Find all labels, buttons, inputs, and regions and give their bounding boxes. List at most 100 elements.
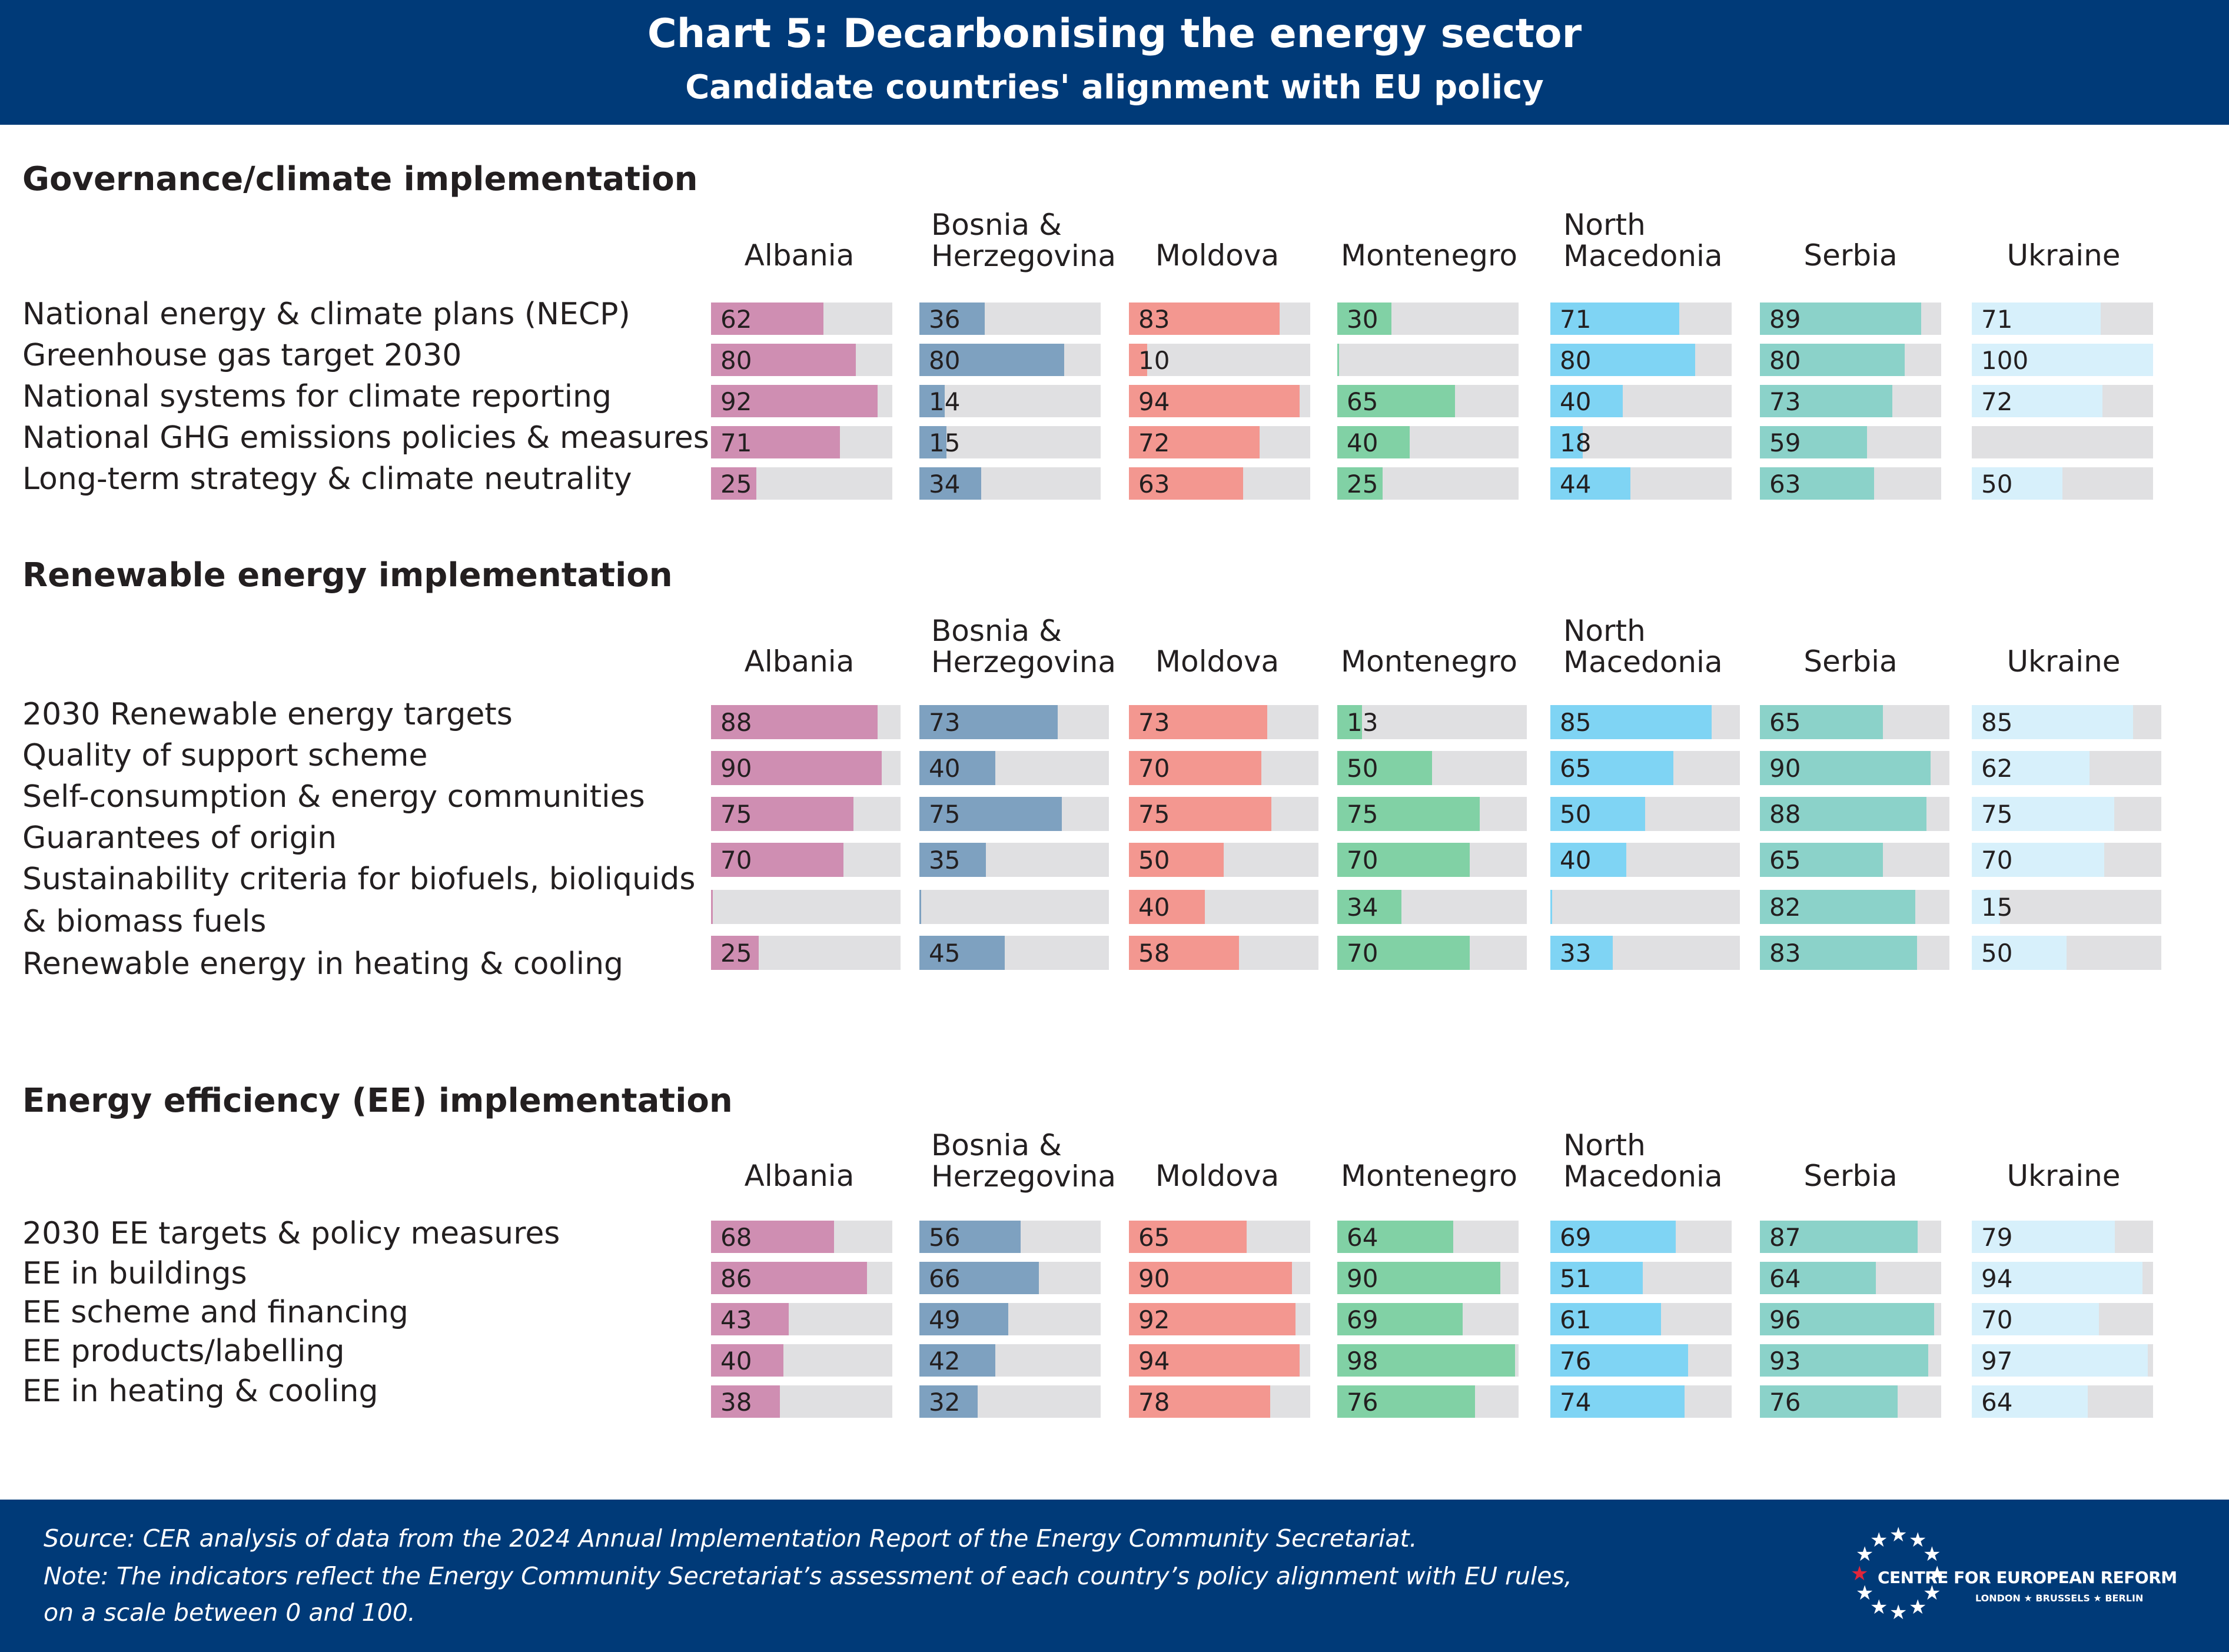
bar-fill — [919, 936, 1005, 970]
bar-fill — [919, 1385, 978, 1418]
star-icon: ★ — [1870, 1528, 1888, 1552]
bar-fill — [711, 797, 853, 831]
country-header-line: North — [1563, 614, 1646, 648]
country-header-line: North — [1563, 208, 1646, 242]
bar-fill — [1972, 1344, 2148, 1377]
country-header: Ukraine — [1946, 646, 2181, 677]
bar-track: 70 — [1129, 751, 1318, 785]
row-label: National systems for climate reporting — [22, 379, 612, 414]
bar-value-label: 75 — [929, 799, 961, 829]
bar-value-label: 36 — [929, 304, 961, 334]
bar-value-label: 34 — [929, 469, 961, 498]
country-header: Ukraine — [1946, 1161, 2181, 1192]
bar-fill — [1550, 1385, 1685, 1418]
star-icon: ★ — [1923, 1543, 1941, 1566]
bar-value-label: 66 — [929, 1264, 961, 1293]
bar-track: 35 — [919, 843, 1109, 877]
bar-value-label: 78 — [1138, 1387, 1170, 1417]
bar-fill — [1337, 936, 1470, 970]
country-header-line: Moldova — [1155, 238, 1280, 272]
bar-fill — [1129, 1262, 1293, 1294]
bar-value-label: 90 — [720, 753, 752, 783]
bar-fill — [1760, 1221, 1918, 1253]
bar-fill — [711, 426, 840, 458]
bar-fill — [1760, 705, 1883, 739]
bar-fill — [1972, 1262, 2142, 1294]
country-header-line: Ukraine — [2007, 644, 2121, 679]
bar-fill — [1550, 751, 1674, 785]
bar-track: 83 — [1129, 303, 1310, 335]
country-header: Bosnia & Herzegovina — [931, 1130, 1116, 1192]
bar-value-label: 90 — [1347, 1264, 1378, 1293]
country-header: Montenegro — [1311, 646, 1547, 677]
bar-track: 65 — [1129, 1221, 1310, 1253]
bar-value-label: 70 — [1981, 1305, 2013, 1334]
bar-fill — [711, 890, 713, 924]
bar-value-label: 76 — [1560, 1346, 1592, 1375]
cer-logo: ★ ★ ★ ★ ★ ★ ★ ★ ★ ★ ★ ★ CENTRE FOR EUROPEAN REFORM … — [1851, 1517, 2177, 1635]
bar-value-label: 94 — [1138, 1346, 1170, 1375]
logo-cities: LONDON ★ BRUSSELS ★ BERLIN — [1975, 1593, 2144, 1604]
bar-track: 73 — [1760, 385, 1941, 417]
bar-track: 44 — [1550, 467, 1732, 500]
bar-track: 25 — [711, 936, 901, 970]
bar-value-label: 76 — [1347, 1387, 1378, 1417]
country-header-line: Macedonia — [1563, 238, 1723, 273]
bar-value-label: 75 — [720, 799, 752, 829]
bar-fill — [1129, 344, 1147, 376]
bar-value-label: 40 — [1347, 428, 1378, 457]
country-header-line: Albania — [744, 644, 855, 679]
bar-fill — [919, 890, 921, 924]
bar-value-label: 18 — [1560, 428, 1592, 457]
bar-value-label: 56 — [929, 1222, 961, 1252]
bar-track: 38 — [711, 1385, 892, 1418]
bar-fill — [919, 426, 947, 458]
bar-track: 45 — [919, 936, 1109, 970]
bar-track: 25 — [711, 467, 892, 500]
bar-track — [711, 890, 901, 924]
bar-fill — [711, 705, 878, 739]
bar-value-label: 30 — [1347, 304, 1378, 334]
bar-track — [1972, 426, 2153, 458]
star-icon: ★ — [1889, 1523, 1908, 1547]
bar-fill — [1129, 751, 1262, 785]
logo-name: CENTRE FOR EUROPEAN REFORM — [1878, 1568, 2177, 1587]
bar-value-label: 82 — [1769, 892, 1801, 922]
star-icon: ★ — [1889, 1601, 1908, 1624]
bar-track: 49 — [919, 1303, 1101, 1335]
bar-fill — [919, 303, 985, 335]
bar-value-label: 80 — [720, 345, 752, 375]
bar-fill — [1129, 1221, 1247, 1253]
bar-track: 40 — [711, 1344, 892, 1377]
bar-value-label: 45 — [929, 938, 961, 968]
bar-track: 59 — [1760, 426, 1941, 458]
bar-track: 65 — [1760, 705, 1949, 739]
bar-fill — [1337, 843, 1470, 877]
bar-fill — [919, 751, 995, 785]
bar-fill — [1550, 426, 1583, 458]
bar-track: 73 — [919, 705, 1109, 739]
bar-value-label: 62 — [1981, 753, 2013, 783]
bar-value-label: 15 — [1981, 892, 2013, 922]
chart-title: Chart 5: Decarbonising the energy sector — [647, 11, 1582, 57]
section-title: Energy efficiency (EE) implementation — [22, 1082, 733, 1120]
bar-track: 64 — [1337, 1221, 1519, 1253]
bar-track: 32 — [919, 1385, 1101, 1418]
bar-fill — [919, 1221, 1021, 1253]
bar-value-label: 25 — [720, 938, 752, 968]
bar-track: 13 — [1337, 705, 1527, 739]
bar-value-label: 70 — [1347, 938, 1378, 968]
bar-track: 98 — [1337, 1344, 1519, 1377]
bar-value-label: 10 — [1138, 345, 1170, 375]
country-header-line: Serbia — [1803, 644, 1898, 679]
bar-fill — [1550, 1303, 1661, 1335]
bar-fill — [1760, 303, 1922, 335]
bar-value-label: 40 — [1560, 387, 1592, 416]
bar-value-label: 93 — [1769, 1346, 1801, 1375]
bar-fill — [711, 936, 759, 970]
bar-fill — [1337, 1221, 1454, 1253]
row-label: National GHG emissions policies & measur… — [22, 420, 709, 456]
bar-track: 97 — [1972, 1344, 2153, 1377]
bar-fill — [1129, 1303, 1296, 1335]
bar-value-label: 94 — [1138, 387, 1170, 416]
